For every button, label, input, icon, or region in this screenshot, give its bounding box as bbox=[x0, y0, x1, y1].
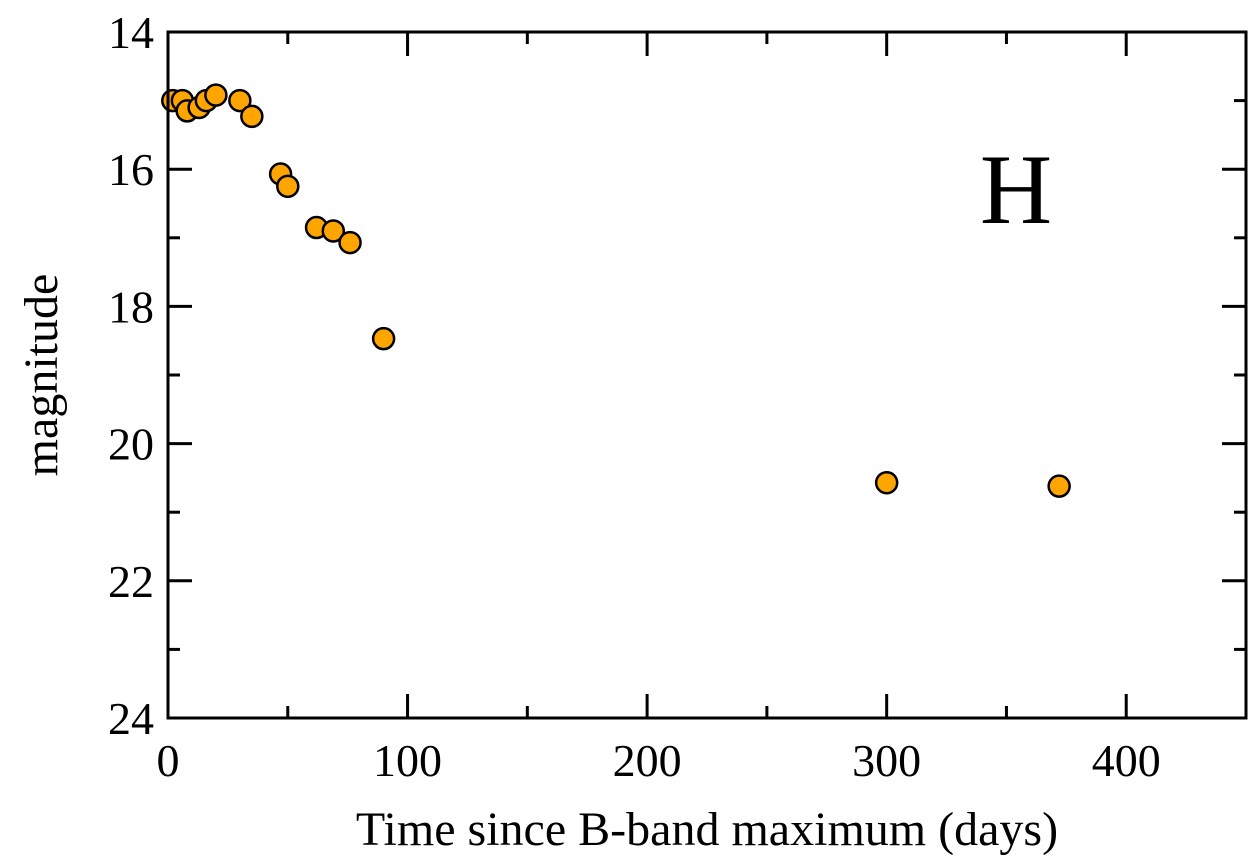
y-tick-label: 22 bbox=[108, 556, 154, 607]
x-tick-label: 400 bbox=[1092, 735, 1161, 786]
data-point bbox=[228, 88, 252, 113]
data-point bbox=[874, 470, 899, 495]
data-point bbox=[321, 219, 346, 243]
data-point bbox=[338, 230, 362, 255]
y-axis-label: magnitude bbox=[15, 274, 68, 477]
x-tick-label: 300 bbox=[852, 735, 921, 786]
y-tick-label: 18 bbox=[108, 281, 154, 332]
x-tick-labels: 0 100 200 300 400 bbox=[157, 735, 1161, 786]
data-point bbox=[276, 174, 300, 199]
y-tick-label: 20 bbox=[108, 419, 154, 470]
x-tick-label: 200 bbox=[613, 735, 682, 786]
x-tick-label: 100 bbox=[373, 735, 442, 786]
x-axis-label: Time since B-band maximum (days) bbox=[356, 803, 1058, 856]
y-tick-label: 24 bbox=[108, 693, 154, 744]
data-point bbox=[204, 83, 228, 107]
plot-frame bbox=[166, 30, 1248, 720]
band-annotation: H bbox=[980, 134, 1052, 245]
data-point bbox=[1047, 474, 1071, 498]
data-points bbox=[161, 83, 1071, 498]
axis-ticks bbox=[166, 30, 1246, 720]
data-point bbox=[240, 104, 264, 129]
x-tick-label: 0 bbox=[157, 735, 180, 786]
data-point bbox=[371, 326, 396, 351]
y-tick-label: 16 bbox=[108, 144, 154, 195]
y-tick-labels: 14 16 18 20 22 24 bbox=[108, 7, 154, 744]
y-tick-label: 14 bbox=[108, 7, 154, 58]
